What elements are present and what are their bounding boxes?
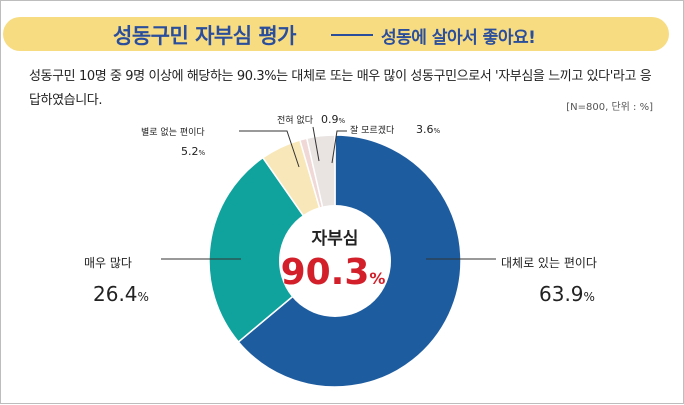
slice-value-0: 63.9% bbox=[539, 282, 595, 306]
center-value: 90.3 bbox=[281, 252, 370, 293]
title-banner: 성동구민 자부심 평가 성동에 살아서 좋아요! bbox=[3, 17, 669, 51]
banner-divider bbox=[331, 34, 373, 36]
banner-title: 성동구민 자부심 평가 bbox=[113, 24, 297, 48]
slice-label-4: 잘 모르겠다 bbox=[350, 124, 395, 136]
chart-leader-lines bbox=[161, 126, 496, 260]
center-value-text: 90.3% bbox=[281, 252, 386, 293]
slice-label-1: 매우 많다 bbox=[84, 256, 132, 270]
chart-labels: 대체로 있는 편이다 63.9% 매우 많다 26.4% 별로 없는 편이다 5.2% 전혀… bbox=[84, 113, 597, 306]
leader-line-4 bbox=[331, 130, 347, 164]
slice-value-3: 0.9% bbox=[321, 113, 346, 126]
slice-value-2: 5.2% bbox=[181, 145, 206, 158]
leader-line-3 bbox=[312, 126, 320, 162]
slice-value-1: 26.4% bbox=[93, 282, 149, 306]
leader-line-2 bbox=[239, 130, 300, 168]
banner-subtitle: 성동에 살아서 좋아요! bbox=[381, 28, 536, 48]
unit-note: [N=800, 단위 : %] bbox=[566, 102, 653, 113]
description-text: 성동구민 10명 중 9명 이상에 해당하는 90.3%는 대체로 또는 매우 … bbox=[29, 69, 652, 108]
donut-hole bbox=[279, 205, 391, 317]
slice-value-4: 3.6% bbox=[416, 123, 441, 136]
slice-1 bbox=[208, 156, 337, 343]
slice-label-2: 별로 없는 편이다 bbox=[141, 126, 205, 138]
slice-label-3: 전혀 없다 bbox=[277, 115, 314, 126]
center-value-unit: % bbox=[369, 269, 385, 288]
slice-label-0: 대체로 있는 편이다 bbox=[501, 256, 597, 270]
center-label: 자부심 bbox=[312, 229, 359, 249]
